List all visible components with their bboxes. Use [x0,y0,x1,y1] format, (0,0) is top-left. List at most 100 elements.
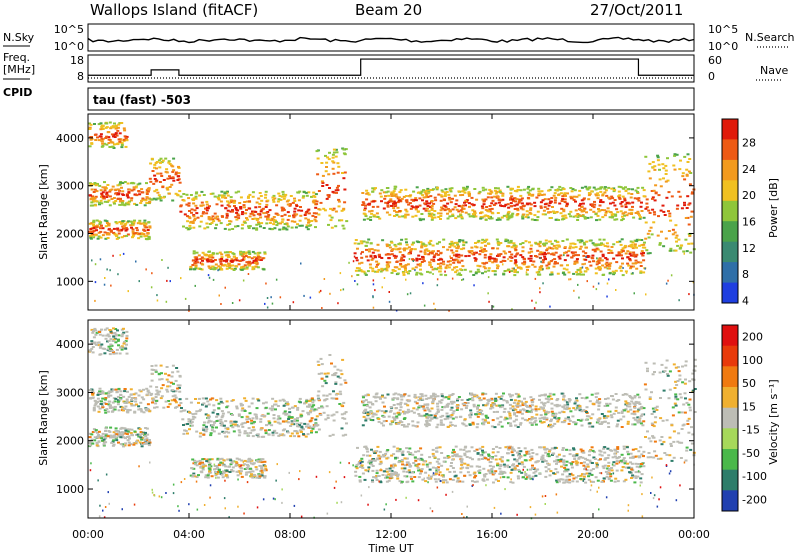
echo-cell [149,385,153,388]
echo-cell [473,393,477,396]
echo-cell [123,181,127,183]
echo-cell [524,240,528,243]
echo-cell [683,201,686,204]
echo-cell [386,204,390,207]
echo-cell [605,210,609,213]
echo-cell [99,236,103,239]
echo-cell [587,194,591,197]
echo-cell [279,222,283,225]
echo-cell [103,328,107,331]
echo-cell [104,137,108,139]
echo-cell [538,245,542,248]
noise-cell [309,296,312,299]
echo-cell [300,426,304,429]
echo-cell [192,250,196,253]
echo-cell [501,259,505,262]
echo-cell [573,262,577,265]
echo-cell [448,246,452,249]
echo-cell [564,216,568,219]
echo-cell [354,269,358,272]
echo-cell [377,262,381,265]
echo-cell [618,267,622,270]
echo-cell [596,194,600,197]
echo-cell [608,216,612,219]
echo-cell [398,412,402,415]
echo-cell [108,353,112,356]
echo-cell [107,138,111,141]
echo-cell [411,206,415,209]
echo-cell [225,258,229,261]
echo-cell [230,461,234,464]
echo-cell [96,397,100,400]
echo-cell [107,395,111,398]
echo-cell [393,256,397,259]
echo-cell [493,189,497,192]
echo-cell [515,214,519,217]
echo-cell [359,269,363,272]
echo-cell [116,126,120,129]
echo-cell [574,214,578,217]
echo-cell [111,185,115,188]
echo-cell [96,393,100,396]
echo-cell [205,428,209,431]
echo-cell [580,410,584,413]
echo-cell [613,204,617,207]
echo-cell [619,210,623,213]
echo-cell [538,266,542,269]
echo-cell [446,202,450,205]
echo-cell [426,192,430,195]
echo-cell [621,195,625,198]
echo-cell [547,189,551,192]
echo-cell [218,458,222,461]
echo-cell [113,133,117,136]
echo-cell [624,203,628,206]
echo-cell [616,419,620,422]
echo-cell [626,256,630,259]
echo-cell [135,194,139,197]
echo-cell [199,204,203,207]
echo-cell [240,409,244,412]
echo-cell [335,397,339,400]
echo-cell [430,207,434,210]
echo-cell [478,253,482,256]
echo-cell [246,196,250,199]
echo-cell [334,381,338,384]
echo-cell [642,216,646,219]
echo-cell [122,395,126,398]
echo-cell [215,465,219,467]
echo-cell [220,410,224,413]
echo-cell [581,250,585,253]
echo-cell [513,262,517,265]
echo-cell [140,232,144,235]
echo-cell [117,192,121,195]
echo-cell [611,201,615,204]
y-tick-label: 3000 [56,180,84,193]
noise-cell [194,284,196,287]
echo-cell [601,216,605,219]
echo-cell [510,195,514,198]
echo-cell [521,417,525,420]
echo-cell [226,209,230,212]
echo-cell [99,392,103,395]
echo-cell [284,193,288,196]
echo-cell [447,266,451,269]
echo-cell [101,392,104,395]
echo-cell [103,409,107,412]
echo-cell [264,215,268,218]
echo-cell [260,461,264,464]
echo-cell [104,337,108,340]
echo-cell [396,412,400,415]
echo-cell [563,251,567,254]
echo-cell [411,424,415,427]
echo-cell [471,215,475,218]
echo-cell [426,417,430,420]
echo-cell [171,170,175,173]
echo-cell [230,267,234,270]
echo-cell [462,247,466,250]
echo-cell [476,410,480,413]
noise-cell [488,300,490,303]
echo-cell [301,410,305,413]
echo-cell [123,408,127,410]
echo-cell [642,420,646,423]
echo-cell [158,166,162,169]
